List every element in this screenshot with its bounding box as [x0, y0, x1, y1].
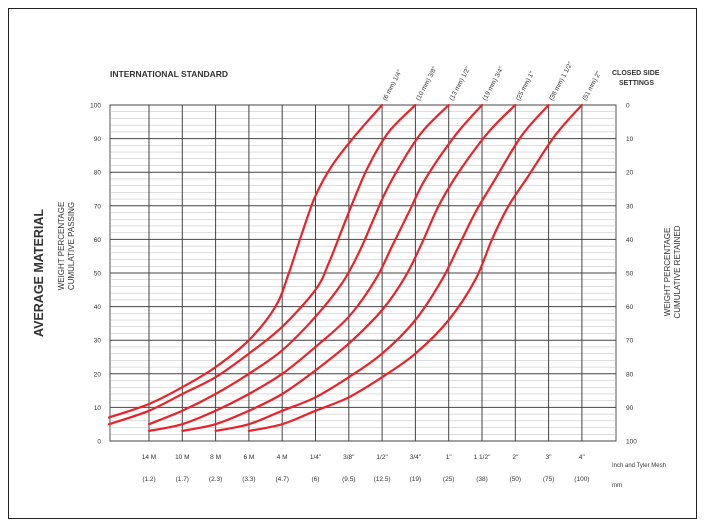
y-tick-right: 60	[626, 304, 634, 311]
x-tick-label: 1/2"	[376, 454, 388, 461]
x-tick-label: 10 M	[175, 454, 189, 461]
y-tick-left: 60	[94, 237, 102, 244]
x-tick-label-mm: (9.5)	[342, 476, 355, 483]
y-tick-right: 10	[626, 136, 634, 143]
y-tick-right: 80	[626, 371, 634, 378]
x-tick-label-mm: (19)	[410, 476, 422, 483]
x-tick-label: 4 M	[277, 454, 288, 461]
y-tick-right: 90	[626, 405, 634, 412]
x-tick-label-mm: (2.3)	[209, 476, 222, 483]
y-tick-left: 30	[94, 338, 102, 345]
series-label: (51 mm) 2"	[581, 70, 602, 102]
ylabel-right-line2: CUMULATIVE RETAINED	[673, 225, 682, 318]
series-label: (25 mm) 1"	[515, 70, 536, 102]
x-tick-label-mm: (4.7)	[276, 476, 289, 483]
y-tick-left: 20	[94, 371, 102, 378]
series-label: (13 mm) 1/2"	[448, 65, 472, 102]
series-label: (38 mm) 1 1/2"	[548, 60, 575, 102]
y-tick-right: 0	[626, 103, 630, 110]
series-curve-3	[147, 103, 450, 426]
x-tick-label-mm: (75)	[543, 476, 555, 483]
x-units-note-line1: Inch and Tyler Mesh	[612, 463, 666, 469]
texts: 0102030405060708090100100908070605040302…	[90, 60, 637, 483]
ylabel-left-line2: CUMULATIVE PASSING	[67, 202, 76, 290]
x-tick-label: 1/4"	[310, 454, 322, 461]
series-curve-2	[107, 103, 417, 426]
x-tick-label: 2"	[512, 454, 519, 461]
y-tick-left: 80	[94, 170, 102, 177]
series-curve-7	[247, 103, 583, 432]
y-tick-left: 0	[97, 439, 101, 446]
x-tick-label: 14 M	[142, 454, 156, 461]
ylabel-right-line1: WEIGHT PERCENTAGE	[663, 228, 672, 317]
x-tick-label: 3/8"	[343, 454, 355, 461]
x-tick-label: 8 M	[210, 454, 221, 461]
x-tick-label-mm: (1.7)	[176, 476, 189, 483]
grid	[109, 104, 617, 442]
x-tick-label-mm: (1.2)	[142, 476, 155, 483]
series-curve-1	[107, 103, 384, 419]
right-header-line2: SETTINGS	[619, 80, 654, 87]
ylabel-left-line1: WEIGHT PERCENTAGE	[57, 202, 66, 291]
x-tick-label-mm: (3.3)	[242, 476, 255, 483]
x-tick-label: 1 1/2"	[474, 454, 491, 461]
y-tick-right: 70	[626, 338, 634, 345]
x-tick-label-mm: (50)	[510, 476, 522, 483]
series-label: (6 mm) 1/4"	[382, 68, 404, 102]
y-tick-left: 50	[94, 271, 102, 278]
chart-title: INTERNATIONAL STANDARD	[110, 69, 228, 79]
x-tick-label-mm: (12.5)	[374, 476, 391, 483]
y-tick-right: 100	[626, 439, 637, 446]
y-tick-left: 10	[94, 405, 102, 412]
y-tick-right: 30	[626, 203, 634, 210]
x-tick-label: 3"	[546, 454, 553, 461]
y-tick-right: 20	[626, 170, 634, 177]
y-tick-left: 100	[90, 103, 101, 110]
x-tick-label: 4"	[579, 454, 586, 461]
series-curve-6	[214, 103, 550, 432]
y-tick-left: 90	[94, 136, 102, 143]
series-label: (10 mm) 3/8"	[415, 65, 439, 102]
y-tick-right: 50	[626, 271, 634, 278]
left-title: AVERAGE MATERIAL	[32, 209, 46, 337]
y-tick-left: 40	[94, 304, 102, 311]
x-tick-label-mm: (38)	[476, 476, 488, 483]
x-tick-label: 1"	[446, 454, 453, 461]
y-tick-left: 70	[94, 203, 102, 210]
x-units-note-line2: mm	[612, 483, 622, 489]
x-tick-label-mm: (100)	[574, 476, 589, 483]
x-tick-label-mm: (6)	[312, 476, 320, 483]
x-tick-label-mm: (25)	[443, 476, 455, 483]
right-header-line1: CLOSED SIDE	[612, 70, 660, 77]
series-curve-4	[147, 103, 484, 432]
y-tick-right: 40	[626, 237, 634, 244]
series-label: (19 mm) 3/4"	[482, 65, 506, 102]
x-tick-label: 6 M	[243, 454, 254, 461]
series-curve-5	[181, 103, 517, 432]
x-tick-label: 3/4"	[410, 454, 422, 461]
curves	[107, 103, 583, 432]
